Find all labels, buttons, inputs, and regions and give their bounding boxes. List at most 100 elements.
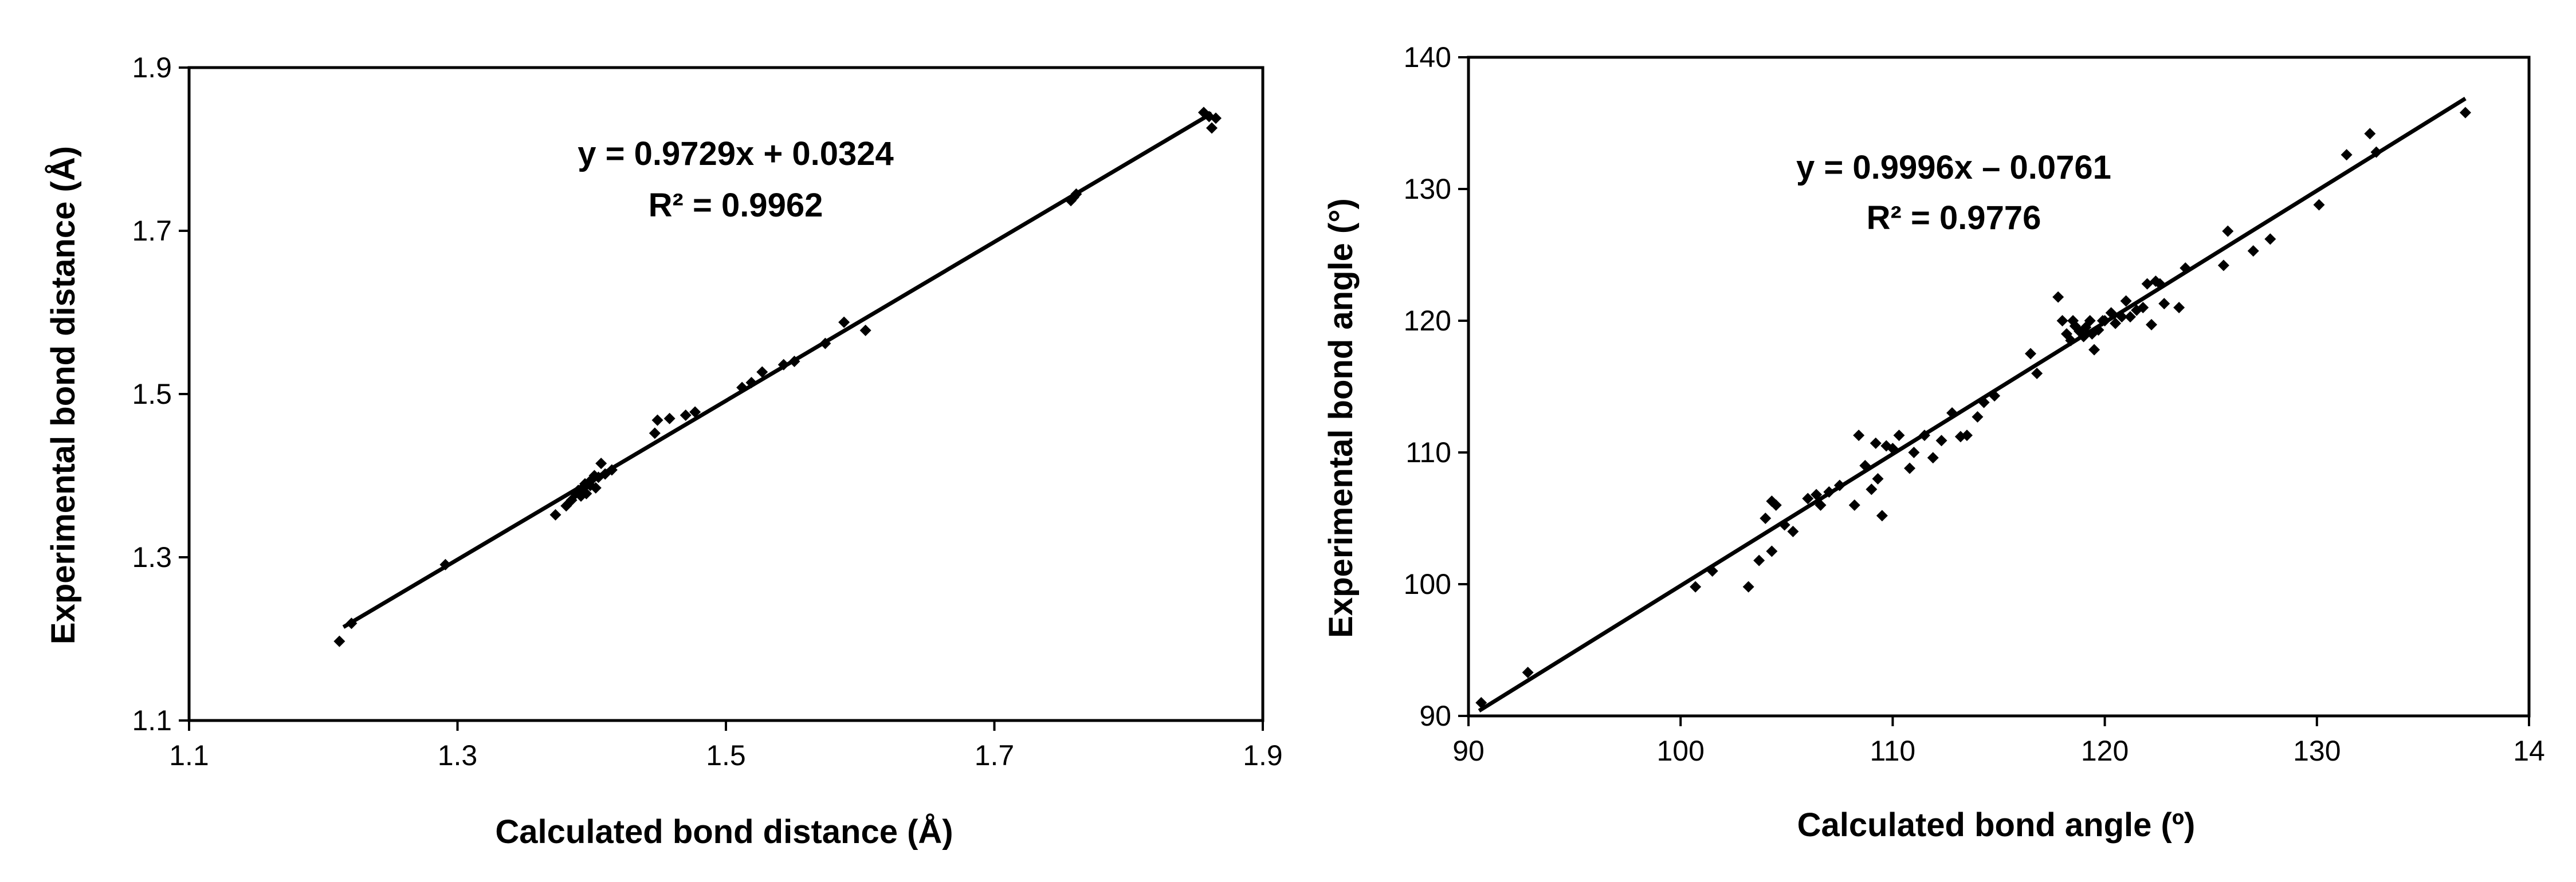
axis-ticks <box>179 66 1264 731</box>
data-point <box>2025 348 2037 360</box>
data-point <box>1904 462 1916 474</box>
data-points <box>1475 107 2471 708</box>
x-axis-label: Calculated bond angle (º) <box>1797 806 2196 844</box>
r-squared: R² = 0.9776 <box>1867 199 2041 237</box>
x-tick-label: 1.9 <box>1243 739 1283 771</box>
x-tick-label: 14 <box>2513 735 2545 767</box>
data-point <box>2137 302 2149 313</box>
plot-area: 90 100 110 120 130 14 90 100 110 120 130 140 <box>1404 41 2545 767</box>
data-point <box>1823 486 1835 498</box>
data-point <box>2180 262 2192 274</box>
y-tick-label: 1.3 <box>132 541 172 573</box>
data-point <box>1853 430 1865 442</box>
y-axis-label: Experimental bond angle (°) <box>1322 198 1360 638</box>
data-point <box>2146 318 2158 330</box>
data-point <box>2370 146 2382 158</box>
data-point <box>2173 302 2185 313</box>
y-tick-label: 100 <box>1404 568 1451 600</box>
x-tick-label: 110 <box>1870 735 1916 767</box>
data-point <box>2065 334 2077 346</box>
data-point <box>1760 513 1772 524</box>
data-point <box>777 359 790 371</box>
data-point <box>2364 128 2376 140</box>
data-point <box>1706 565 1718 577</box>
data-point <box>1870 437 1882 449</box>
data-point <box>2105 307 2117 319</box>
data-point <box>1787 526 1799 537</box>
bond-distance-chart: 1.1 1.3 1.5 1.7 1.9 1.1 1.3 1.5 1.7 1.9 y = 0.972… <box>45 52 1283 850</box>
data-point <box>859 324 871 336</box>
data-point <box>689 406 701 418</box>
data-point <box>1210 112 1222 124</box>
y-tick-label: 1.9 <box>132 52 172 84</box>
data-point <box>439 558 451 570</box>
y-tick-label: 1.5 <box>132 378 172 410</box>
data-point <box>1753 554 1765 566</box>
data-point <box>1989 390 2001 402</box>
data-point <box>838 316 850 328</box>
plot-area: 1.1 1.3 1.5 1.7 1.9 1.1 1.3 1.5 1.7 1.9 <box>132 52 1282 771</box>
data-point <box>1848 499 1860 511</box>
y-tick-label: 90 <box>1419 700 1451 732</box>
r-squared: R² = 0.9962 <box>649 187 823 224</box>
data-point <box>2125 311 2137 323</box>
data-point <box>649 427 661 439</box>
data-point <box>1522 667 1534 679</box>
x-axis-label: Calculated bond distance (Å) <box>495 813 953 850</box>
y-tick-label: 1.1 <box>132 704 172 737</box>
y-tick-label: 1.7 <box>132 215 172 247</box>
data-point <box>2459 107 2471 119</box>
data-point <box>2247 245 2259 257</box>
data-point <box>1778 519 1790 531</box>
tick-labels: 90 100 110 120 130 14 90 100 110 120 130 140 <box>1404 41 2545 767</box>
data-point <box>2158 298 2170 310</box>
data-point <box>595 458 607 470</box>
data-point <box>663 412 676 424</box>
data-point <box>651 414 663 426</box>
y-tick-label: 130 <box>1404 173 1451 205</box>
y-axis-label: Experimental bond distance (Å) <box>45 146 82 644</box>
x-tick-label: 1.1 <box>169 739 209 771</box>
data-point <box>1205 122 1218 134</box>
x-tick-label: 1.7 <box>975 739 1015 771</box>
data-point <box>1872 473 1884 485</box>
data-point <box>2099 315 2111 326</box>
data-point <box>819 337 831 349</box>
data-point <box>680 410 692 422</box>
x-tick-label: 100 <box>1656 735 1704 767</box>
axis-ticks <box>1458 56 2530 726</box>
data-point <box>590 482 602 494</box>
data-point <box>1961 430 1973 442</box>
data-point <box>1893 430 1905 442</box>
trendline <box>1478 97 2467 713</box>
data-point <box>580 487 592 499</box>
data-point <box>1475 697 1487 708</box>
data-point <box>1815 499 1827 511</box>
data-point <box>2088 344 2100 356</box>
y-tick-label: 110 <box>1405 436 1451 468</box>
data-point <box>2116 311 2128 323</box>
x-tick-label: 120 <box>2081 735 2129 767</box>
data-point <box>1946 407 1958 419</box>
regression-equation: y = 0.9996x – 0.0761 <box>1796 149 2111 186</box>
data-point <box>2341 149 2353 161</box>
y-tick-label: 120 <box>1404 305 1451 337</box>
data-point <box>1866 483 1878 495</box>
data-point <box>756 366 768 378</box>
data-point <box>2078 330 2090 342</box>
plot-frame <box>1467 56 2531 718</box>
data-point <box>2120 295 2132 307</box>
data-point <box>1811 489 1823 501</box>
data-point <box>1972 411 1984 423</box>
data-point <box>745 377 757 389</box>
x-tick-label: 1.3 <box>438 739 478 771</box>
data-point <box>1770 499 1782 511</box>
x-tick-label: 1.5 <box>706 739 746 771</box>
x-tick-label: 90 <box>1452 735 1485 767</box>
data-point <box>1742 581 1754 593</box>
data-point <box>2092 324 2104 336</box>
data-point <box>1887 443 1899 455</box>
data-point <box>1833 479 1845 491</box>
data-point <box>1876 510 1888 522</box>
